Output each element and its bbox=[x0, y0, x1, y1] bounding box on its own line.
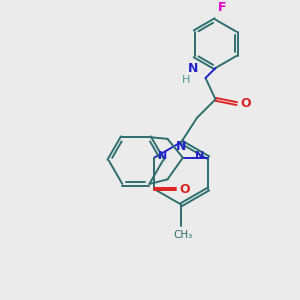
Text: H: H bbox=[182, 75, 191, 85]
Text: N: N bbox=[196, 151, 205, 161]
Text: N: N bbox=[176, 140, 187, 153]
Text: O: O bbox=[179, 182, 190, 196]
Text: CH₃: CH₃ bbox=[173, 230, 192, 240]
Text: N: N bbox=[158, 151, 167, 161]
Text: F: F bbox=[218, 2, 227, 14]
Text: O: O bbox=[241, 97, 251, 110]
Text: N: N bbox=[188, 62, 198, 75]
